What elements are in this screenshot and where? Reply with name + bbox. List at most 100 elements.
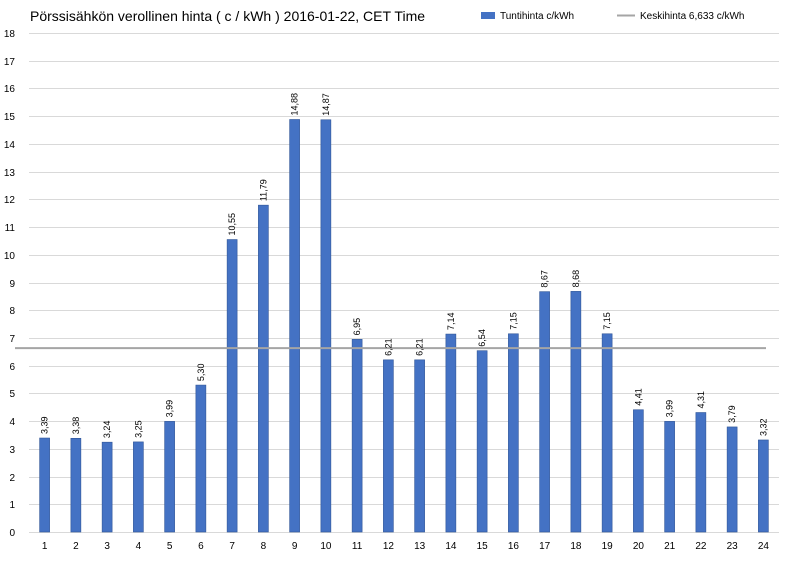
- y-tick-label: 14: [4, 140, 16, 151]
- bar: [664, 421, 675, 533]
- bar: [289, 119, 300, 533]
- x-tick-label: 10: [320, 541, 332, 552]
- legend: Tuntihinta c/kWh Keskihinta 6,633 c/kWh: [481, 11, 745, 22]
- data-label: 6,54: [477, 329, 487, 347]
- data-label: 11,79: [258, 179, 268, 201]
- x-tick-label: 2: [73, 541, 79, 552]
- data-label: 3,39: [40, 416, 50, 434]
- data-label: 7,15: [508, 312, 518, 330]
- y-tick-label: 2: [9, 473, 15, 484]
- x-tick-label: 3: [104, 541, 110, 552]
- bar: [633, 409, 644, 533]
- bar: [320, 119, 332, 533]
- x-tick-label: 7: [229, 541, 235, 552]
- x-tick-label: 1: [42, 541, 48, 552]
- data-label: 10,55: [227, 213, 237, 236]
- x-tick-label: 6: [198, 541, 204, 552]
- data-label: 7,14: [446, 313, 456, 331]
- bar: [570, 291, 582, 533]
- data-label: 3,99: [165, 400, 175, 418]
- y-tick-label: 7: [9, 334, 15, 345]
- y-tick-label: 18: [4, 29, 16, 40]
- bar: [414, 359, 425, 533]
- data-label: 3,79: [727, 405, 737, 423]
- bars: [39, 119, 769, 533]
- x-tick-label: 17: [539, 541, 551, 552]
- bar: [476, 350, 488, 533]
- bar: [758, 439, 769, 533]
- data-label: 14,87: [321, 93, 331, 116]
- y-tick-label: 11: [5, 223, 16, 234]
- data-label: 6,21: [415, 338, 425, 356]
- x-tick-label: 12: [383, 541, 395, 552]
- bar: [695, 412, 707, 533]
- x-tick-label: 18: [570, 541, 582, 552]
- data-label: 8,68: [571, 270, 581, 288]
- x-tick-label: 21: [664, 541, 676, 552]
- bar: [601, 333, 613, 533]
- grid: [29, 33, 779, 533]
- bar: [383, 359, 394, 533]
- data-label: 4,31: [696, 391, 706, 409]
- bar: [726, 426, 738, 533]
- bar: [258, 204, 269, 533]
- x-tick-label: 22: [695, 541, 707, 552]
- y-tick-label: 1: [9, 500, 15, 511]
- data-label: 14,88: [290, 93, 300, 116]
- x-tick-label: 23: [727, 541, 739, 552]
- y-tick-label: 5: [9, 389, 15, 400]
- data-labels: 3,39 3,38 3,24 3,25 3,99 5,30 10,55 11,79 14,88 1…: [40, 93, 769, 438]
- bar: [101, 441, 113, 533]
- y-tick-label: 9: [9, 279, 15, 290]
- data-label: 3,24: [102, 421, 112, 439]
- x-tick-label: 8: [261, 541, 267, 552]
- legend-label-line: Keskihinta 6,633 c/kWh: [640, 11, 745, 22]
- x-tick-label: 16: [508, 541, 520, 552]
- y-tick-label: 12: [4, 195, 16, 206]
- data-label: 4,41: [633, 388, 643, 406]
- x-tick-label: 13: [414, 541, 426, 552]
- y-tick-label: 8: [9, 306, 15, 317]
- y-tick-label: 3: [9, 445, 15, 456]
- data-label: 6,95: [352, 318, 362, 336]
- bar: [508, 333, 519, 533]
- y-tick-label: 10: [4, 251, 16, 262]
- bar: [70, 437, 82, 533]
- legend-swatch-bar: [481, 12, 495, 19]
- data-label: 8,67: [540, 270, 550, 288]
- x-tick-label: 5: [167, 541, 173, 552]
- y-tick-label: 16: [4, 84, 16, 95]
- x-tick-label: 9: [292, 541, 298, 552]
- y-tick-label: 6: [9, 362, 15, 373]
- data-label: 5,30: [196, 364, 206, 382]
- bar: [164, 421, 175, 533]
- bar: [39, 437, 50, 533]
- data-label: 3,25: [133, 420, 143, 438]
- y-tick-label: 13: [4, 168, 16, 179]
- x-tick-label: 15: [477, 541, 489, 552]
- legend-label-bar: Tuntihinta c/kWh: [500, 11, 574, 22]
- y-tick-label: 17: [4, 57, 16, 68]
- bar: [539, 291, 550, 533]
- data-label: 3,99: [665, 400, 675, 418]
- data-label: 3,38: [71, 417, 81, 435]
- data-label: 6,21: [383, 338, 393, 356]
- y-tick-label: 15: [4, 112, 16, 123]
- data-label: 3,32: [758, 418, 768, 436]
- bar: [351, 339, 363, 533]
- x-tick-label: 14: [445, 541, 457, 552]
- bar: [195, 384, 207, 533]
- y-tick-label: 4: [9, 417, 15, 428]
- y-tick-label: 0: [9, 528, 15, 539]
- chart-title: Pörssisähkön verollinen hinta ( c / kWh …: [30, 8, 425, 24]
- x-tick-label: 20: [633, 541, 645, 552]
- x-tick-label: 11: [352, 541, 363, 552]
- bar: [445, 333, 457, 533]
- x-tick-label: 19: [602, 541, 614, 552]
- bar: [226, 239, 238, 533]
- bar: [133, 441, 144, 533]
- data-label: 7,15: [602, 312, 612, 330]
